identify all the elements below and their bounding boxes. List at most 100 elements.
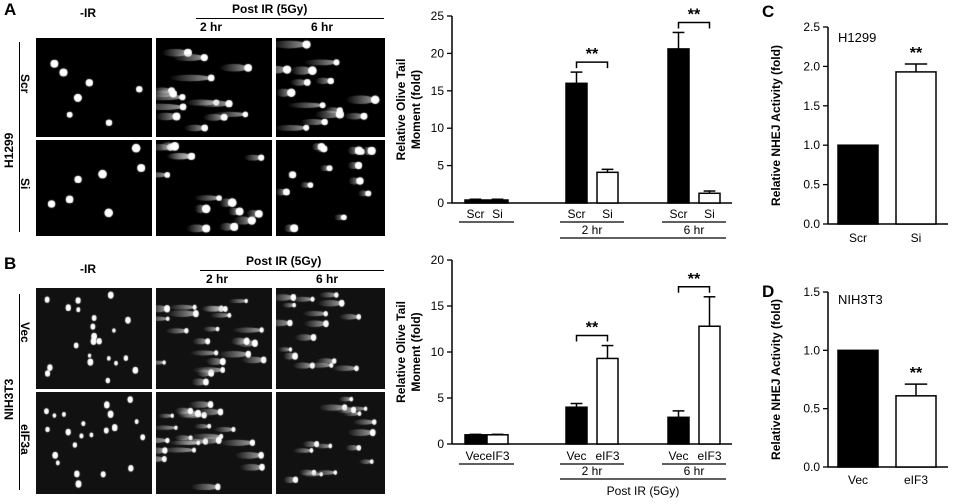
chart_d-sig-label-0: ** xyxy=(910,365,923,382)
chart_d-category-label-1: eIF3 xyxy=(904,473,928,487)
chart_a-bar-0 xyxy=(464,199,487,204)
panel-b-row-bar xyxy=(19,294,20,490)
chart_a-y-label: Relative Olive TailMoment (fold) xyxy=(394,59,423,161)
chart_c-sig-label-0: ** xyxy=(910,45,923,62)
chart_d-y-tick-label: 0.5 xyxy=(803,402,820,416)
panel-label-d: D xyxy=(762,282,775,301)
chart_a-category-label-5: Si xyxy=(704,207,715,221)
chart_a-y-tick-label: 0 xyxy=(437,196,444,210)
chart_b-bar-2 xyxy=(565,406,588,445)
panel-b-post-ir: Post IR (5Gy) xyxy=(246,254,322,268)
panel-a-col-neg-ir: -IR xyxy=(80,6,96,20)
chart_c-bar-0 xyxy=(837,144,879,225)
chart_a-category-label-0: Scr xyxy=(467,207,485,221)
chart_b-sig-bracket-0 xyxy=(575,334,609,342)
chart_a-bar-1 xyxy=(486,199,509,204)
chart_c-title: H1299 xyxy=(838,30,876,45)
chart_a-category-label-1: Si xyxy=(492,207,503,221)
chart_b-bar-5 xyxy=(698,325,721,445)
chart_a-y-tick-label: 10 xyxy=(431,121,445,135)
chart_a-sig-bracket-0 xyxy=(575,61,609,69)
chart_c-y-tick-label: 0.5 xyxy=(803,178,820,192)
chart_a-y-tick-label: 20 xyxy=(431,46,445,60)
panel-b-col-neg-ir: -IR xyxy=(80,262,96,276)
chart_c-bar-1 xyxy=(895,71,937,225)
chart_a-sig-label-1: ** xyxy=(688,6,701,23)
chart_c-category-label-1: Si xyxy=(911,231,922,245)
chart_a-y-tick-label: 25 xyxy=(431,9,445,23)
panel-b-row-vec: Vec xyxy=(18,322,32,343)
chart_a-bar-4 xyxy=(667,48,690,204)
chart_b-sig-label-1: ** xyxy=(688,271,701,288)
panel-label-b: B xyxy=(4,254,17,273)
chart_b-group-label-1: 2 hr xyxy=(582,464,603,478)
chart_b-y-tick-label: 10 xyxy=(431,345,445,359)
chart_a-group-label-1: 2 hr xyxy=(582,223,603,237)
chart_c-y-tick-label: 1.5 xyxy=(803,99,820,113)
panel-a-post-ir: Post IR (5Gy) xyxy=(232,2,308,16)
chart_b-group-label-2: 6 hr xyxy=(684,464,705,478)
comet-image-a-si-2hr xyxy=(156,140,272,236)
chart_c-y-tick-label: 2.0 xyxy=(803,59,820,73)
comet-image-b-vec-6hr xyxy=(276,288,385,389)
chart_a-category-label-3: Si xyxy=(602,207,613,221)
comet-image-a-si-6hr xyxy=(276,140,385,236)
chart_d-y-tick-label: 1.0 xyxy=(803,343,820,357)
panel-a-row-si: Si xyxy=(18,178,32,190)
chart_b-sig-label-0: ** xyxy=(586,320,599,337)
comet-image-a-scr-2hr xyxy=(156,38,272,137)
comet-image-a-si-neg-ir xyxy=(36,140,152,236)
panel-b-col-2hr: 2 hr xyxy=(206,272,229,286)
chart_c-y-tick-label: 1.0 xyxy=(803,138,820,152)
panel-b-row-eif3a: eIF3a xyxy=(18,424,32,455)
panel-b-post-ir-underline xyxy=(200,270,384,271)
panel-b-cell-line: NIH3T3 xyxy=(2,378,16,420)
chart_b-category-label-0: Vec xyxy=(465,449,485,463)
chart_c-y-tick-label: 0.0 xyxy=(803,217,820,231)
chart_a-bar-2 xyxy=(565,82,588,204)
chart_b-bar-3 xyxy=(596,357,619,445)
comet-image-b-eif3a-2hr xyxy=(156,392,272,494)
comet-image-b-vec-2hr xyxy=(156,288,272,389)
chart_b-category-label-5: eIF3 xyxy=(697,449,721,463)
chart_a-bar-3 xyxy=(596,171,619,204)
chart_b-bar-0 xyxy=(464,434,487,445)
panel-label-a: A xyxy=(4,0,17,19)
comet-image-b-vec-neg-ir xyxy=(36,288,152,389)
panel-a-row-scr: Scr xyxy=(18,74,32,94)
comet-image-a-scr-6hr xyxy=(276,38,385,137)
comet-image-b-eif3a-neg-ir xyxy=(36,392,152,494)
comet-image-b-eif3a-6hr xyxy=(276,392,385,494)
chart_c-y-tick-label: 2.5 xyxy=(803,20,820,34)
chart_d-y-tick-label: 0.0 xyxy=(803,460,820,474)
chart_b-y-tick-label: 5 xyxy=(437,391,444,405)
panel-a-post-ir-underline xyxy=(196,18,384,19)
panel-a-col-2hr: 2 hr xyxy=(200,20,223,34)
chart_a-y-tick-label: 5 xyxy=(437,159,444,173)
chart_b-y-tick-label: 20 xyxy=(431,253,445,267)
chart_c-category-label-0: Scr xyxy=(849,231,867,245)
panel-a-cell-line: H1299 xyxy=(2,132,16,168)
panel-a-row-bar xyxy=(19,42,20,232)
panel-a-col-6hr: 6 hr xyxy=(311,20,334,34)
chart_d-category-label-0: Vec xyxy=(848,473,868,487)
chart_a-category-label-2: Scr xyxy=(568,207,586,221)
chart_b-y-tick-label: 0 xyxy=(437,437,444,451)
chart_b-category-label-3: eIF3 xyxy=(595,449,619,463)
chart_a-bar-5 xyxy=(698,192,721,204)
chart_d-y-label: Relative NHEJ Activity (fold) xyxy=(769,299,783,460)
chart_d-title: NIH3T3 xyxy=(838,292,883,307)
chart_a-sig-label-0: ** xyxy=(586,46,599,63)
chart_b-y-label: Relative Olive TailMoment (fold) xyxy=(394,301,423,403)
chart_b-bar-4 xyxy=(667,416,690,445)
panel-label-c: C xyxy=(762,2,775,21)
chart_b-bar-1 xyxy=(486,434,509,445)
chart_b-sig-bracket-1 xyxy=(677,286,711,293)
chart_c-y-label: Relative NHEJ Activity (fold) xyxy=(769,45,783,206)
chart_a-group-label-2: 6 hr xyxy=(684,223,705,237)
comet-image-a-scr-neg-ir xyxy=(36,38,152,137)
chart_a-sig-bracket-1 xyxy=(677,21,711,29)
chart_b-category-label-2: Vec xyxy=(566,449,586,463)
chart_b-y-tick-label: 15 xyxy=(431,299,445,313)
chart_d-y-tick-label: 1.5 xyxy=(803,285,820,299)
